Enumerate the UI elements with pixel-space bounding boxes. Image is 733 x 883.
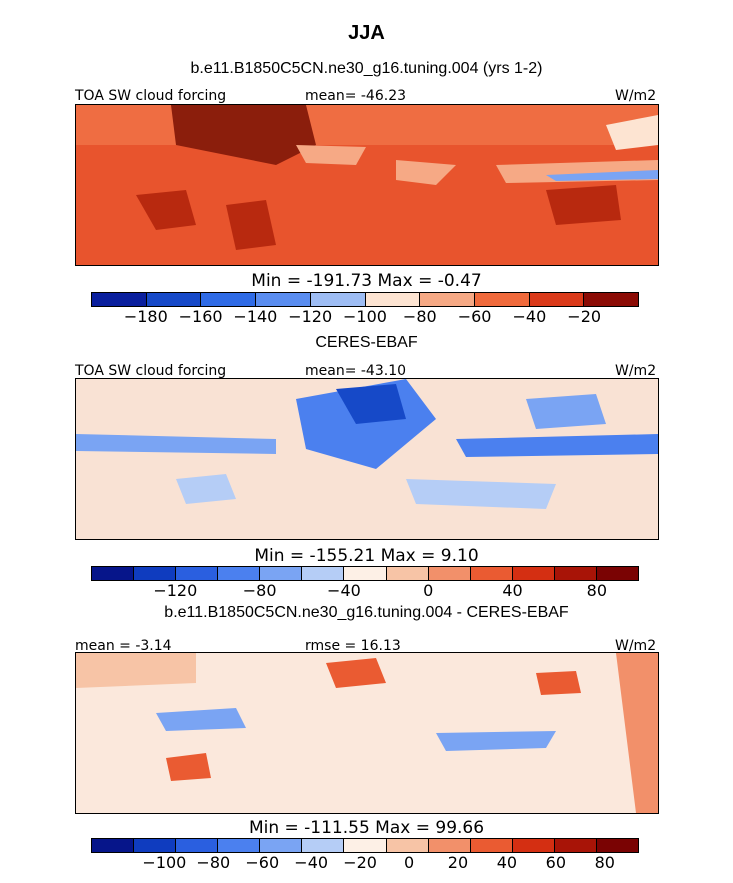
obs-units-label: W/m2: [615, 363, 657, 379]
colorbar-tick-label: −20: [343, 853, 377, 872]
colorbar-swatch: [554, 839, 597, 852]
colorbar-swatch: [134, 567, 177, 580]
colorbar-tick-label: −100: [343, 307, 387, 326]
diff-panel-title: b.e11.B1850C5CN.ne30_g16.tuning.004 - CE…: [164, 604, 569, 621]
model-min-max: Min = -191.73 Max = -0.47: [251, 271, 482, 291]
colorbar-tick-label: 0: [423, 581, 434, 600]
obs-map: [75, 378, 659, 540]
colorbar-tick-label: −80: [402, 307, 437, 326]
colorbar-tick-label: −40: [512, 307, 547, 326]
colorbar-swatch: [176, 567, 219, 580]
colorbar-swatch: [420, 293, 475, 306]
colorbar-tick-label: 60: [545, 853, 566, 872]
colorbar-swatch: [584, 293, 639, 306]
colorbar-swatch: [92, 567, 135, 580]
obs-mean-label: mean= -43.10: [305, 363, 407, 379]
diff-min-max: Min = -111.55 Max = 99.66: [248, 818, 485, 838]
colorbar-swatch: [554, 567, 597, 580]
model-colorbar-ticks: −180 −160 −140 −120 −100 −80 −60 −40 −20: [91, 307, 639, 326]
colorbar-swatch: [470, 839, 513, 852]
colorbar-tick-label: 20: [447, 853, 469, 872]
colorbar-tick-label: −60: [457, 307, 492, 326]
diff-map: [75, 652, 659, 814]
colorbar-swatch: [529, 293, 585, 306]
colorbar-swatch: [365, 293, 421, 306]
colorbar-swatch: [512, 567, 555, 580]
colorbar-swatch: [512, 839, 555, 852]
colorbar-swatch: [428, 567, 471, 580]
colorbar-swatch: [302, 839, 345, 852]
colorbar-swatch: [176, 839, 219, 852]
colorbar-swatch: [256, 293, 311, 306]
colorbar-swatch: [428, 839, 471, 852]
model-units-label: W/m2: [615, 88, 657, 104]
model-mean-label: mean= -46.23: [305, 88, 407, 104]
obs-min-max: Min = -155.21 Max = 9.10: [254, 546, 479, 566]
diff-colorbar: [91, 838, 639, 853]
diff-rmse-label: rmse = 16.13: [305, 638, 401, 654]
model-variable-label: TOA SW cloud forcing: [75, 88, 227, 104]
colorbar-swatch: [146, 293, 202, 306]
colorbar-swatch: [596, 567, 639, 580]
diff-mean-label: mean = -3.14: [75, 638, 172, 654]
colorbar-tick-label: −80: [242, 581, 277, 600]
obs-colorbar: [91, 566, 639, 581]
colorbar-swatch: [134, 839, 177, 852]
colorbar-tick-label: −180: [123, 307, 168, 326]
colorbar-tick-label: −120: [288, 307, 333, 326]
colorbar-tick-label: −80: [196, 853, 231, 872]
obs-colorbar-ticks: −120 −80 −40 0 40 80: [91, 581, 639, 600]
obs-panel-title: CERES-EBAF: [315, 334, 418, 351]
colorbar-tick-label: −40: [327, 581, 361, 600]
colorbar-swatch: [260, 567, 303, 580]
colorbar-tick-label: −60: [245, 853, 280, 872]
colorbar-tick-label: 80: [594, 853, 615, 872]
colorbar-tick-label: 80: [586, 581, 608, 600]
colorbar-tick-label: −140: [233, 307, 278, 326]
model-map: [75, 104, 659, 266]
colorbar-tick-label: −40: [294, 853, 329, 872]
colorbar-tick-label: 40: [502, 581, 523, 600]
colorbar-swatch: [201, 293, 257, 306]
colorbar-tick-label: −160: [178, 307, 223, 326]
colorbar-swatch: [218, 567, 261, 580]
colorbar-swatch: [302, 567, 345, 580]
colorbar-swatch: [596, 839, 639, 852]
colorbar-swatch: [386, 567, 429, 580]
diff-units-label: W/m2: [615, 638, 657, 654]
colorbar-swatch: [344, 839, 387, 852]
model-panel-title: b.e11.B1850C5CN.ne30_g16.tuning.004 (yrs…: [190, 60, 543, 77]
colorbar-tick-label: −100: [142, 853, 187, 872]
colorbar-swatch: [470, 567, 513, 580]
diff-colorbar-ticks: −100 −80 −60 −40 −20 0 20 40 60 80: [91, 853, 639, 872]
colorbar-swatch: [386, 839, 429, 852]
colorbar-swatch: [92, 293, 147, 306]
model-colorbar: [91, 292, 639, 307]
figure-title: JJA: [348, 22, 385, 44]
colorbar-swatch: [218, 839, 261, 852]
colorbar-swatch: [474, 293, 530, 306]
colorbar-tick-label: −20: [567, 307, 602, 326]
colorbar-tick-label: 40: [496, 853, 518, 872]
colorbar-tick-label: −120: [153, 581, 198, 600]
colorbar-swatch: [344, 567, 387, 580]
colorbar-swatch: [92, 839, 135, 852]
colorbar-tick-label: 0: [403, 853, 415, 872]
colorbar-swatch: [310, 293, 366, 306]
obs-variable-label: TOA SW cloud forcing: [75, 363, 227, 379]
colorbar-swatch: [260, 839, 303, 852]
